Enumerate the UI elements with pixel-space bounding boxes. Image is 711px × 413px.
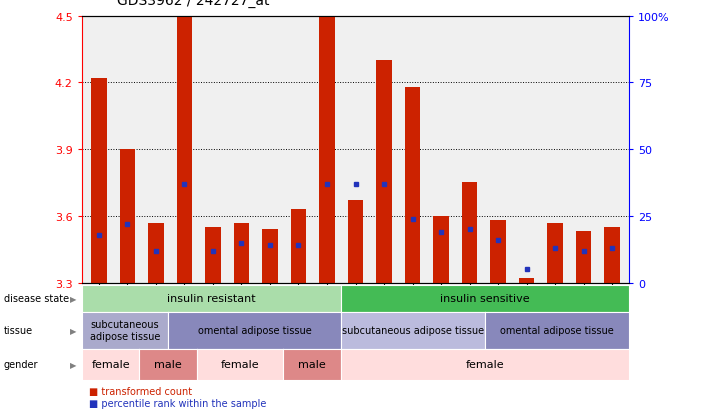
Bar — [405, 88, 420, 283]
Text: gender: gender — [4, 359, 38, 370]
Text: GDS3962 / 242727_at: GDS3962 / 242727_at — [117, 0, 269, 8]
Text: disease state: disease state — [4, 293, 69, 304]
Text: male: male — [299, 359, 326, 370]
Text: omental adipose tissue: omental adipose tissue — [501, 325, 614, 335]
Text: ▶: ▶ — [70, 326, 77, 335]
Text: female: female — [221, 359, 260, 370]
Bar — [291, 210, 306, 283]
Bar — [461, 183, 477, 283]
Bar — [604, 228, 620, 283]
Bar — [576, 232, 592, 283]
Bar — [91, 79, 107, 283]
Text: tissue: tissue — [4, 325, 33, 335]
Bar — [148, 223, 164, 283]
Text: ▶: ▶ — [70, 360, 77, 369]
Text: female: female — [91, 359, 130, 370]
Bar — [547, 223, 563, 283]
Text: omental adipose tissue: omental adipose tissue — [198, 325, 311, 335]
Text: ■ percentile rank within the sample: ■ percentile rank within the sample — [89, 399, 266, 408]
Text: ▶: ▶ — [70, 294, 77, 303]
Bar — [490, 221, 506, 283]
Bar — [519, 278, 535, 283]
Text: ■ transformed count: ■ transformed count — [89, 387, 192, 396]
Bar — [262, 230, 278, 283]
Text: insulin sensitive: insulin sensitive — [440, 293, 530, 304]
Bar — [433, 216, 449, 283]
Bar — [348, 201, 363, 283]
Text: female: female — [466, 359, 505, 370]
Text: male: male — [154, 359, 182, 370]
Bar — [319, 17, 335, 283]
Bar — [234, 223, 250, 283]
Text: insulin resistant: insulin resistant — [167, 293, 256, 304]
Bar — [176, 17, 192, 283]
Text: subcutaneous
adipose tissue: subcutaneous adipose tissue — [90, 320, 160, 341]
Bar — [205, 228, 221, 283]
Text: subcutaneous adipose tissue: subcutaneous adipose tissue — [342, 325, 484, 335]
Bar — [376, 61, 392, 283]
Bar — [119, 150, 135, 283]
